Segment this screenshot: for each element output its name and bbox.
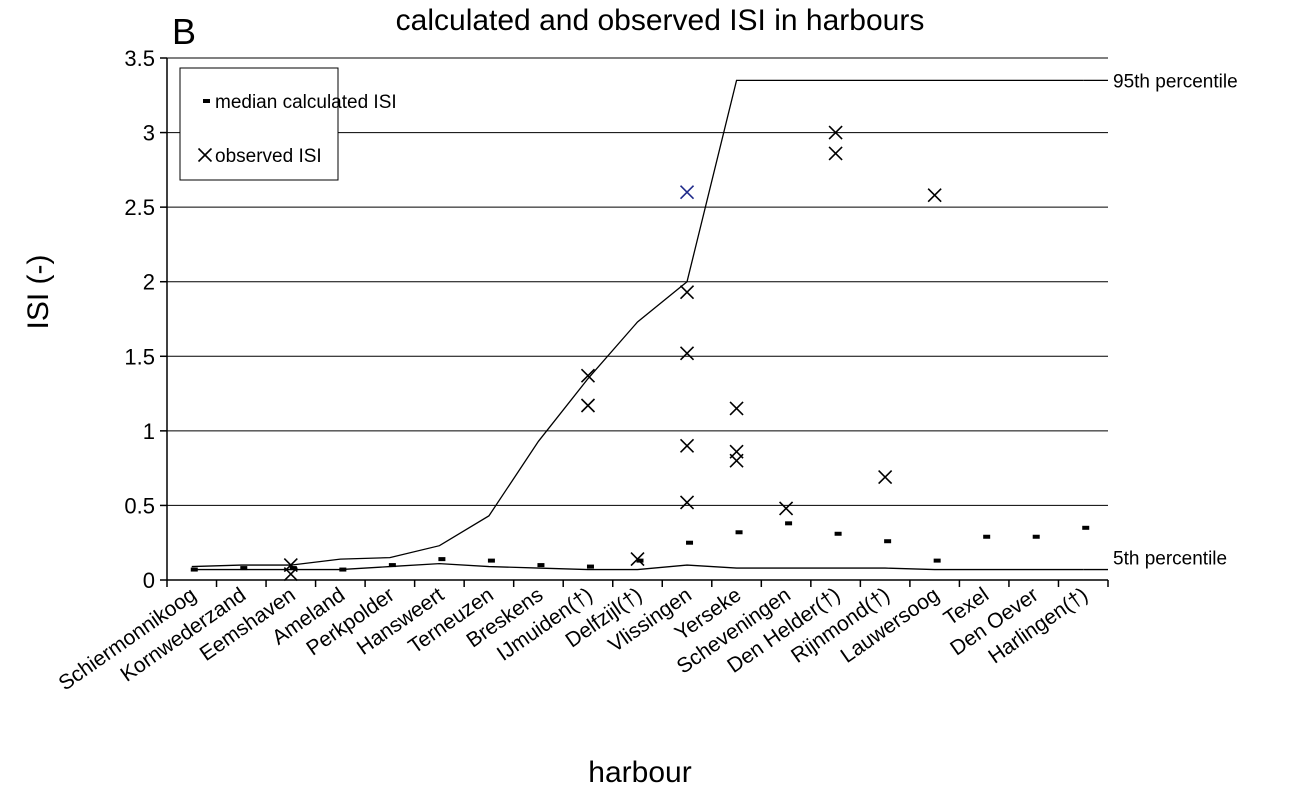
median-marker [983,534,991,539]
observed-point [630,552,645,567]
observed-point [828,125,843,140]
median-marker [884,539,892,544]
percentile-line [191,79,1084,568]
observed-point [679,285,695,300]
y-axis-label: ISI (-) [22,255,55,330]
cross-stroke [729,401,744,416]
median-marker [586,564,594,569]
cross-stroke [630,552,645,567]
median-marker [686,540,694,545]
y-tick-label: 2 [143,270,155,295]
chart-title: calculated and observed ISI in harbours [396,4,925,37]
legend-label: median calculated ISI [215,92,397,113]
cross-stroke [580,368,596,383]
median-marker [785,521,793,526]
observed-point [679,438,695,453]
cross-stroke [679,285,695,300]
median-marker [735,530,743,535]
y-tick-label: 3 [143,121,155,146]
cross-stroke [580,398,596,413]
cross-stroke [679,495,695,510]
cross-stroke [779,501,794,516]
percentile-line [191,562,1084,571]
median-marker [537,563,545,568]
median-marker [1082,525,1090,530]
observed-point [828,146,843,161]
median-marker [438,557,446,562]
cross-stroke [197,147,213,163]
median-marker [339,567,347,572]
y-tick-label: 2.5 [124,195,155,220]
median-marker [1032,534,1040,539]
median-marker [190,567,198,572]
observed-point [580,368,596,383]
observed-point [779,501,794,516]
x-axis-label: harbour [588,756,691,789]
median-marker [240,566,248,571]
cross-stroke [679,185,695,200]
panel-label: B [172,11,196,52]
y-tick-label: 3.5 [124,46,155,71]
legend-marker [197,147,213,163]
observed-point [679,495,695,510]
cross-stroke [283,566,298,582]
cross-stroke [927,188,942,203]
cross-stroke [878,470,893,485]
cross-stroke [828,146,843,161]
observed-point [729,401,744,416]
observed-point [729,453,744,468]
observed-point [679,185,695,200]
series-label: 5th percentile [1113,549,1227,570]
cross-stroke [828,125,843,140]
median-marker [388,563,396,568]
observed-point [580,398,596,413]
y-tick-label: 1.5 [124,344,155,369]
median-marker [487,558,495,563]
median-marker [933,558,941,563]
observed-point [283,566,298,582]
observed-point [878,470,893,485]
legend-marker [203,99,210,103]
observed-point [679,346,695,361]
y-tick-label: 0 [143,568,155,593]
cross-stroke [729,453,744,468]
y-tick-label: 0.5 [124,493,155,518]
median-marker [834,531,842,536]
cross-stroke [679,346,695,361]
cross-stroke [679,438,695,453]
observed-point [927,188,942,203]
legend-box [179,67,339,181]
legend-label: observed ISI [215,146,322,167]
series-label: 95th percentile [1113,71,1238,92]
y-tick-label: 1 [143,419,155,444]
